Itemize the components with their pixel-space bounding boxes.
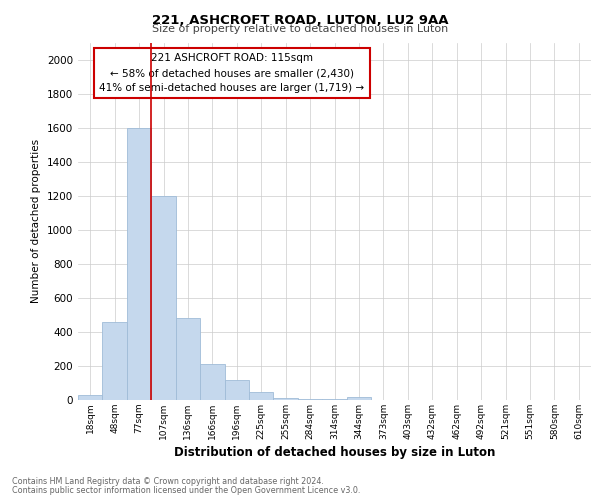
Bar [249,392,274,400]
Text: Contains public sector information licensed under the Open Government Licence v3: Contains public sector information licen… [12,486,361,495]
Bar [347,398,371,400]
Bar [151,196,176,400]
Text: Contains HM Land Registry data © Crown copyright and database right 2024.: Contains HM Land Registry data © Crown c… [12,477,324,486]
Bar [200,364,224,400]
Text: 221 ASHCROFT ROAD: 115sqm
← 58% of detached houses are smaller (2,430)
41% of se: 221 ASHCROFT ROAD: 115sqm ← 58% of detac… [100,53,364,93]
Bar [298,399,322,400]
Y-axis label: Number of detached properties: Number of detached properties [31,139,41,304]
Bar [127,128,151,400]
Bar [78,395,103,400]
Text: Size of property relative to detached houses in Luton: Size of property relative to detached ho… [152,24,448,34]
X-axis label: Distribution of detached houses by size in Luton: Distribution of detached houses by size … [174,446,495,459]
Bar [322,399,347,400]
Bar [224,380,249,400]
Bar [103,322,127,400]
Text: 221, ASHCROFT ROAD, LUTON, LU2 9AA: 221, ASHCROFT ROAD, LUTON, LU2 9AA [152,14,448,27]
Bar [176,318,200,400]
Bar [274,398,298,400]
